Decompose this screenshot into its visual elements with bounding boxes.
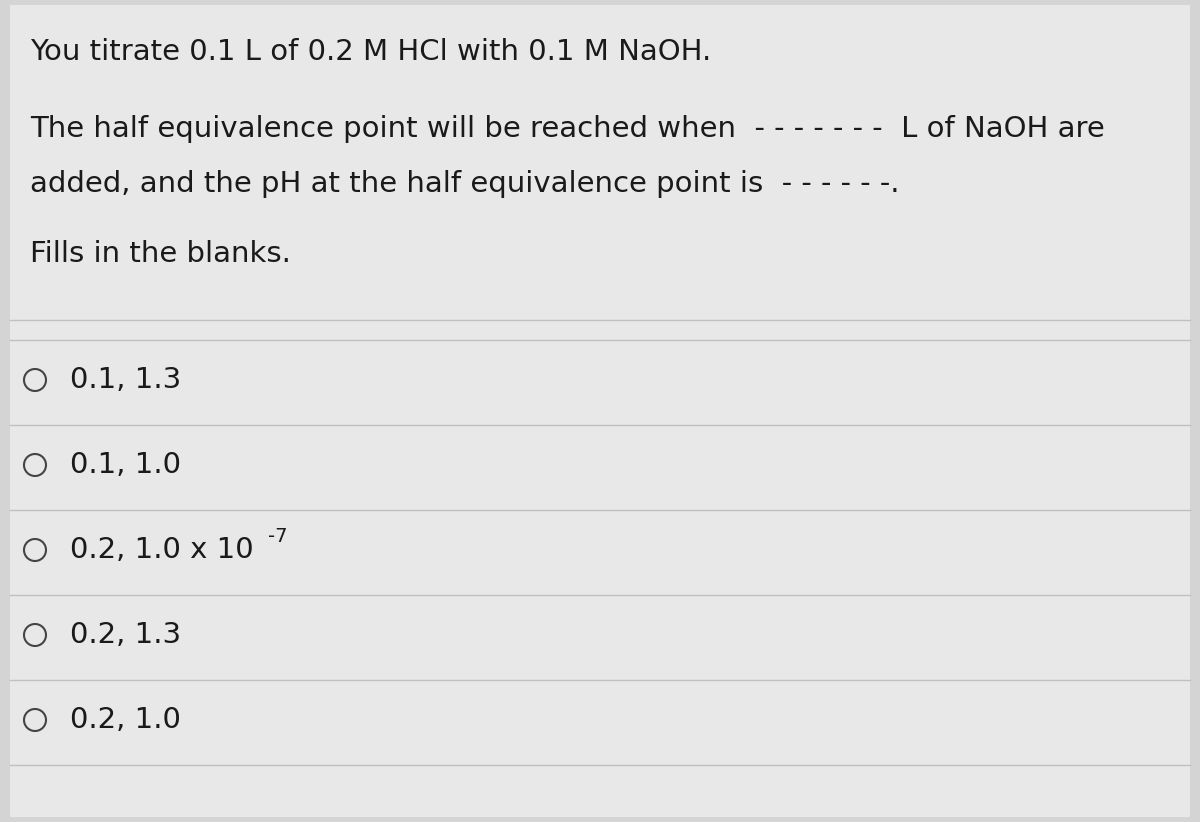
- Text: You titrate 0.1 L of 0.2 M HCl with 0.1 M NaOH.: You titrate 0.1 L of 0.2 M HCl with 0.1 …: [30, 38, 712, 66]
- Text: 0.2, 1.0 x 10: 0.2, 1.0 x 10: [70, 536, 253, 564]
- Text: The half equivalence point will be reached when  - - - - - - -  L of NaOH are: The half equivalence point will be reach…: [30, 115, 1105, 143]
- Text: 0.1, 1.3: 0.1, 1.3: [70, 366, 181, 394]
- Text: -7: -7: [268, 528, 288, 547]
- Text: 0.1, 1.0: 0.1, 1.0: [70, 451, 181, 479]
- Text: 0.2, 1.3: 0.2, 1.3: [70, 621, 181, 649]
- Text: added, and the pH at the half equivalence point is  - - - - - -.: added, and the pH at the half equivalenc…: [30, 170, 900, 198]
- Text: 0.2, 1.0: 0.2, 1.0: [70, 706, 181, 734]
- Text: Fills in the blanks.: Fills in the blanks.: [30, 240, 290, 268]
